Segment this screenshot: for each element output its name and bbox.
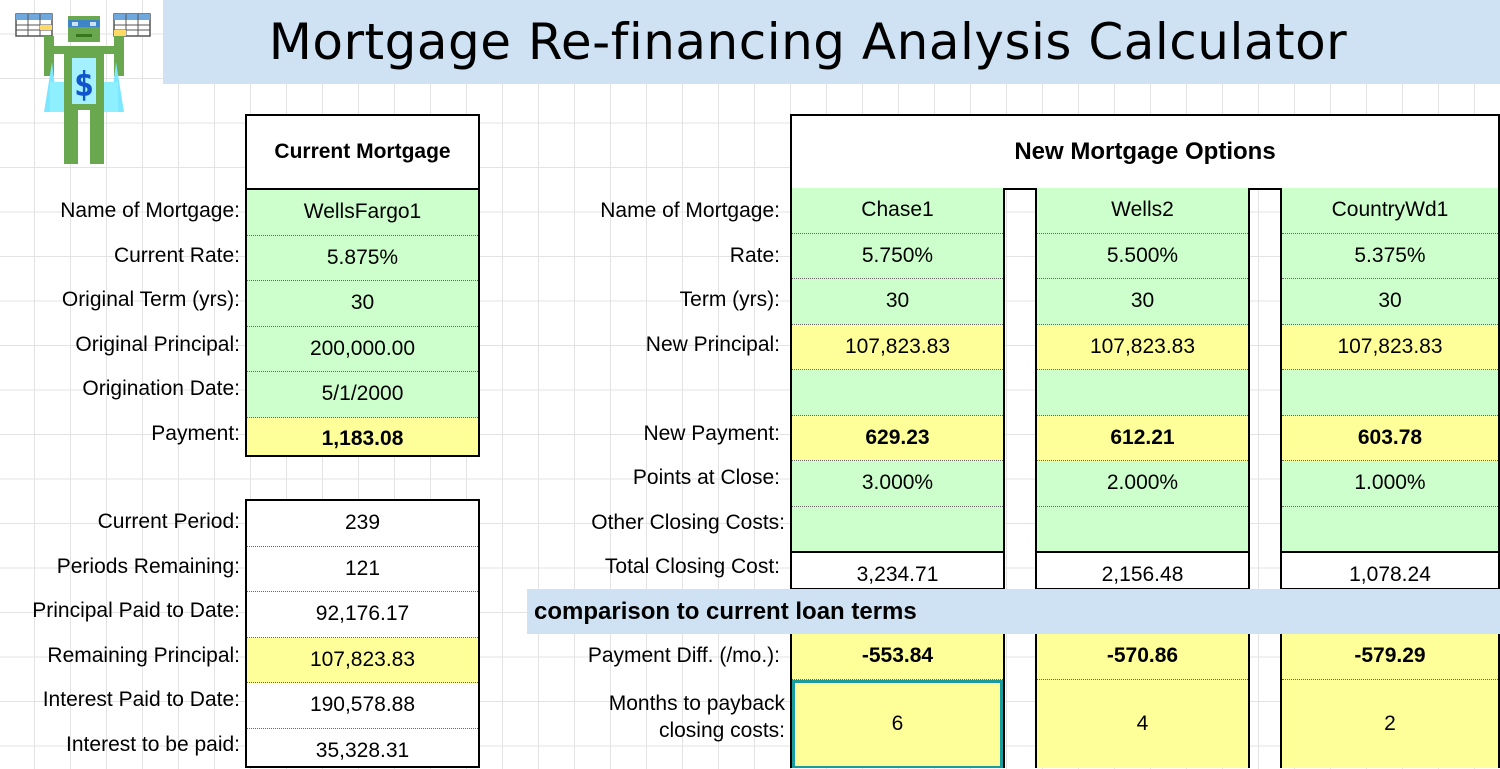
label-remaining-principal: Remaining Principal:	[47, 643, 240, 667]
option-3-blank-cell[interactable]	[1282, 370, 1498, 416]
option-2-points-cell[interactable]: 2.000%	[1037, 461, 1248, 507]
label-origination-date: Origination Date:	[82, 377, 240, 401]
current-term-cell[interactable]: 30	[247, 281, 478, 327]
option-1-points-cell[interactable]: 3.000%	[792, 461, 1003, 507]
label-current-period: Current Period:	[97, 510, 240, 534]
interest-paid-cell[interactable]: 190,578.88	[247, 683, 478, 729]
option-wells2-column: Wells2 5.500% 30 107,823.83 612.21 2.000…	[1035, 188, 1250, 590]
option-1-term-cell[interactable]: 30	[792, 279, 1003, 325]
new-mortgage-header: New Mortgage Options	[790, 114, 1500, 190]
option-1-blank-cell[interactable]	[792, 370, 1003, 416]
label-new-term: Term (yrs):	[679, 288, 780, 312]
option-3-diff-cell[interactable]: -579.29	[1282, 634, 1498, 680]
label-months-to-payback: Months to payback closing costs:	[520, 690, 785, 760]
label-new-rate: Rate:	[729, 243, 780, 267]
option-2-term-cell[interactable]: 30	[1037, 279, 1248, 325]
label-points-at-close: Points at Close:	[632, 466, 780, 490]
remaining-principal-cell[interactable]: 107,823.83	[247, 637, 478, 683]
option-1-months-cell[interactable]: 6	[792, 679, 1003, 768]
option-1-principal-cell[interactable]: 107,823.83	[792, 324, 1003, 370]
label-payment-diff: Payment Diff. (/mo.):	[587, 644, 780, 668]
current-payment-cell[interactable]: 1,183.08	[247, 417, 478, 455]
option-2-comparison: -570.86 4	[1035, 634, 1250, 768]
option-3-term-cell[interactable]: 30	[1282, 279, 1498, 325]
label-original-term: Original Term (yrs):	[61, 288, 240, 312]
current-rate-cell[interactable]: 5.875%	[247, 235, 478, 281]
option-1-diff-cell[interactable]: -553.84	[792, 634, 1003, 680]
current-mortgage-header: Current Mortgage	[245, 114, 480, 190]
label-total-closing-cost: Total Closing Cost:	[604, 555, 780, 579]
label-months-line-2: closing costs:	[658, 719, 785, 742]
option-2-months-cell[interactable]: 4	[1037, 679, 1248, 768]
label-new-principal: New Principal:	[645, 332, 780, 356]
option-2-principal-cell[interactable]: 107,823.83	[1037, 324, 1248, 370]
current-mortgage-results: 239 121 92,176.17 107,823.83 190,578.88 …	[245, 499, 480, 768]
periods-remaining-cell[interactable]: 121	[247, 546, 478, 592]
label-interest-to-be-paid: Interest to be paid:	[66, 732, 240, 756]
label-periods-remaining: Periods Remaining:	[56, 554, 240, 578]
label-new-payment: New Payment:	[643, 421, 780, 445]
principal-paid-cell[interactable]: 92,176.17	[247, 592, 478, 638]
current-origination-cell[interactable]: 5/1/2000	[247, 372, 478, 418]
option-chase1-column: Chase1 5.750% 30 107,823.83 629.23 3.000…	[790, 188, 1005, 590]
current-name-cell[interactable]: WellsFargo1	[247, 190, 478, 236]
option-2-blank-cell[interactable]	[1037, 370, 1248, 416]
label-current-rate: Current Rate:	[113, 243, 240, 267]
option-3-principal-cell[interactable]: 107,823.83	[1282, 324, 1498, 370]
option-2-diff-cell[interactable]: -570.86	[1037, 634, 1248, 680]
option-2-payment-cell[interactable]: 612.21	[1037, 415, 1248, 461]
label-new-name: Name of Mortgage:	[600, 199, 780, 223]
label-original-principal: Original Principal:	[75, 332, 240, 356]
current-principal-cell[interactable]: 200,000.00	[247, 326, 478, 372]
label-months-line-1: Months to payback	[608, 692, 785, 715]
option-3-comparison: -579.29 2	[1280, 634, 1500, 768]
option-3-rate-cell[interactable]: 5.375%	[1282, 233, 1498, 279]
comparison-section-title: comparison to current loan terms	[527, 589, 1500, 634]
option-3-name-cell[interactable]: CountryWd1	[1282, 188, 1498, 234]
option-1-other-cell[interactable]	[792, 506, 1003, 553]
current-mortgage-inputs: WellsFargo1 5.875% 30 200,000.00 5/1/200…	[245, 188, 480, 457]
option-1-rate-cell[interactable]: 5.750%	[792, 233, 1003, 279]
label-principal-paid: Principal Paid to Date:	[32, 599, 240, 623]
option-1-comparison: -553.84 6	[790, 634, 1005, 768]
label-payment: Payment:	[151, 421, 240, 445]
spreadsheet-robot-logo-icon: $	[15, 13, 151, 164]
label-name-of-mortgage: Name of Mortgage:	[60, 199, 240, 223]
option-1-name-cell[interactable]: Chase1	[792, 188, 1003, 234]
option-1-total-cell[interactable]: 3,234.71	[792, 553, 1003, 588]
option-3-total-cell[interactable]: 1,078.24	[1282, 553, 1498, 588]
option-2-rate-cell[interactable]: 5.500%	[1037, 233, 1248, 279]
option-3-points-cell[interactable]: 1.000%	[1282, 461, 1498, 507]
current-period-cell[interactable]: 239	[247, 501, 478, 547]
label-interest-paid: Interest Paid to Date:	[42, 688, 240, 712]
option-2-other-cell[interactable]	[1037, 506, 1248, 553]
label-other-closing-costs: Other Closing Costs:	[591, 510, 785, 534]
option-3-months-cell[interactable]: 2	[1282, 679, 1498, 768]
interest-to-be-paid-cell[interactable]: 35,328.31	[247, 728, 478, 766]
option-2-name-cell[interactable]: Wells2	[1037, 188, 1248, 234]
option-2-total-cell[interactable]: 2,156.48	[1037, 553, 1248, 588]
option-3-other-cell[interactable]	[1282, 506, 1498, 553]
option-3-payment-cell[interactable]: 603.78	[1282, 415, 1498, 461]
svg-text:$: $	[74, 65, 94, 105]
option-1-payment-cell[interactable]: 629.23	[792, 415, 1003, 461]
title-banner	[163, 0, 1500, 84]
page-title: Mortgage Re-financing Analysis Calculato…	[268, 13, 1348, 71]
option-countrywd1-column: CountryWd1 5.375% 30 107,823.83 603.78 1…	[1280, 188, 1500, 590]
